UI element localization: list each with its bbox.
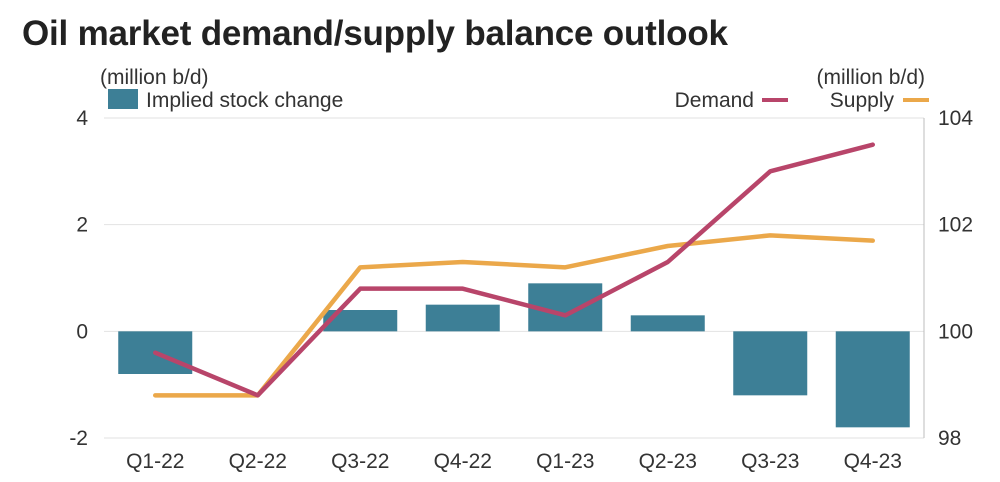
x-tick-label: Q4-23	[844, 450, 902, 473]
left-axis: -2 0 2 4	[69, 107, 88, 450]
right-tick-label: 104	[938, 107, 973, 130]
bar-q3-22	[323, 310, 398, 332]
bar-q4-22	[425, 304, 500, 332]
bar-q3-23	[733, 331, 808, 396]
legend-swatch-stock-change	[108, 89, 138, 109]
right-tick-label: 98	[938, 427, 961, 450]
x-tick-label: Q3-23	[741, 450, 799, 473]
x-tick-label: Q1-23	[536, 450, 594, 473]
x-tick-label: Q4-22	[434, 450, 492, 473]
right-tick-label: 102	[938, 214, 973, 237]
x-tick-label: Q1-22	[126, 450, 184, 473]
x-tick-label: Q2-23	[639, 450, 697, 473]
right-axis-unit: (million b/d)	[816, 66, 925, 89]
x-tick-label: Q2-22	[229, 450, 287, 473]
left-tick-label: 2	[76, 214, 88, 237]
x-axis: Q1-22 Q2-22 Q3-22 Q4-22 Q1-23 Q2-23 Q3-23 Q4-23	[126, 450, 902, 473]
right-tick-label: 100	[938, 320, 973, 343]
legend-label-supply: Supply	[830, 89, 895, 112]
left-tick-label: -2	[69, 427, 88, 450]
supply-line	[153, 233, 875, 398]
right-axis: 98 100 102 104	[923, 107, 973, 450]
bar-series	[118, 283, 910, 428]
left-axis-unit: (million b/d)	[100, 66, 209, 89]
bar-q4-23	[835, 331, 910, 428]
demand-line	[153, 142, 875, 398]
chart-title: Oil market demand/supply balance outlook	[22, 14, 728, 53]
legend: Implied stock change Demand Supply	[108, 89, 929, 112]
left-tick-label: 0	[76, 320, 88, 343]
left-tick-label: 4	[76, 107, 88, 130]
line-series	[153, 142, 875, 398]
legend-label-stock-change: Implied stock change	[146, 89, 343, 112]
bar-q2-23	[630, 315, 705, 332]
legend-label-demand: Demand	[675, 89, 754, 112]
x-tick-label: Q3-22	[331, 450, 389, 473]
